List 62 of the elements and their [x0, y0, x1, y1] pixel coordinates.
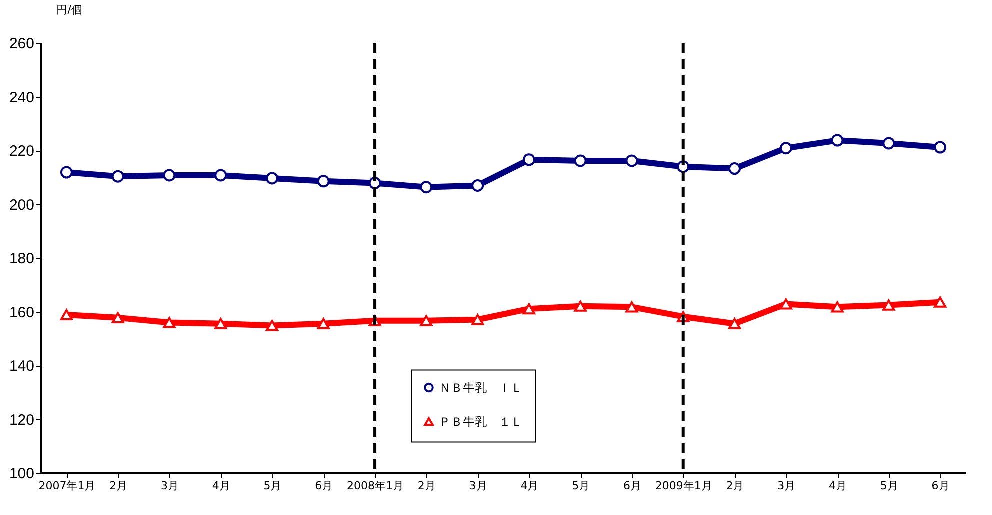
point	[882, 137, 896, 150]
x-tick-label: 3月	[469, 480, 488, 492]
x-tick-label: 4月	[520, 480, 539, 492]
x-tick-label: 2月	[418, 480, 436, 492]
y-tick-label: 140	[9, 358, 34, 375]
point	[728, 318, 741, 330]
x-tick-label: 4月	[212, 480, 230, 492]
x-tick-label: 4月	[829, 480, 848, 492]
x-tick-label: 2007年1月	[38, 480, 96, 492]
point	[163, 317, 176, 328]
y-tick-label: 160	[9, 304, 34, 322]
x-tick-label: 6月	[932, 480, 950, 492]
point	[831, 302, 844, 313]
point	[934, 296, 947, 308]
x-tick-label: 2009年1月	[655, 480, 712, 492]
legend-label: ＰＢ牛乳 １Ｌ	[439, 414, 523, 429]
point	[626, 154, 638, 168]
point	[60, 309, 73, 321]
x-tick-label: 3月	[778, 480, 796, 492]
y-tick-label: 200	[9, 196, 34, 214]
x-tick-label: 5月	[880, 480, 898, 492]
y-tick-label: 220	[9, 143, 34, 160]
point	[574, 300, 587, 312]
y-tick-label: 260	[9, 36, 34, 52]
point	[60, 166, 73, 179]
x-tick-label: 5月	[572, 480, 590, 492]
point	[626, 302, 638, 313]
point	[472, 179, 484, 192]
point	[163, 169, 176, 182]
point	[780, 298, 792, 310]
point	[472, 314, 484, 326]
legend-label: ＮＢ牛乳 ＩＬ	[439, 380, 523, 395]
point	[934, 141, 947, 154]
x-tick-label: 2月	[110, 480, 128, 492]
x-tick-label: 2008年1月	[347, 480, 404, 492]
y-axis-title: 円/個	[56, 4, 82, 16]
x-tick-label: 6月	[623, 480, 642, 492]
y-tick-label: 120	[9, 412, 34, 429]
point	[522, 154, 536, 166]
x-tick-label: 3月	[160, 480, 179, 492]
point	[317, 175, 330, 188]
y-tick-label: 100	[9, 466, 34, 482]
point	[266, 172, 278, 185]
point	[112, 312, 124, 324]
point	[831, 134, 844, 147]
point	[882, 300, 896, 311]
point	[214, 318, 228, 330]
y-tick-label: 240	[9, 89, 34, 106]
point	[780, 142, 792, 155]
y-tick-label: 180	[9, 250, 34, 268]
x-tick-label: 5月	[264, 480, 282, 492]
x-tick-label: 2月	[726, 480, 744, 492]
point	[522, 304, 536, 315]
point	[574, 154, 587, 168]
point	[112, 170, 124, 183]
point	[317, 318, 330, 330]
point	[266, 320, 278, 332]
point	[728, 162, 741, 176]
x-tick-label: 6月	[315, 480, 334, 492]
point	[420, 181, 433, 194]
point	[420, 315, 433, 326]
point	[214, 169, 228, 182]
